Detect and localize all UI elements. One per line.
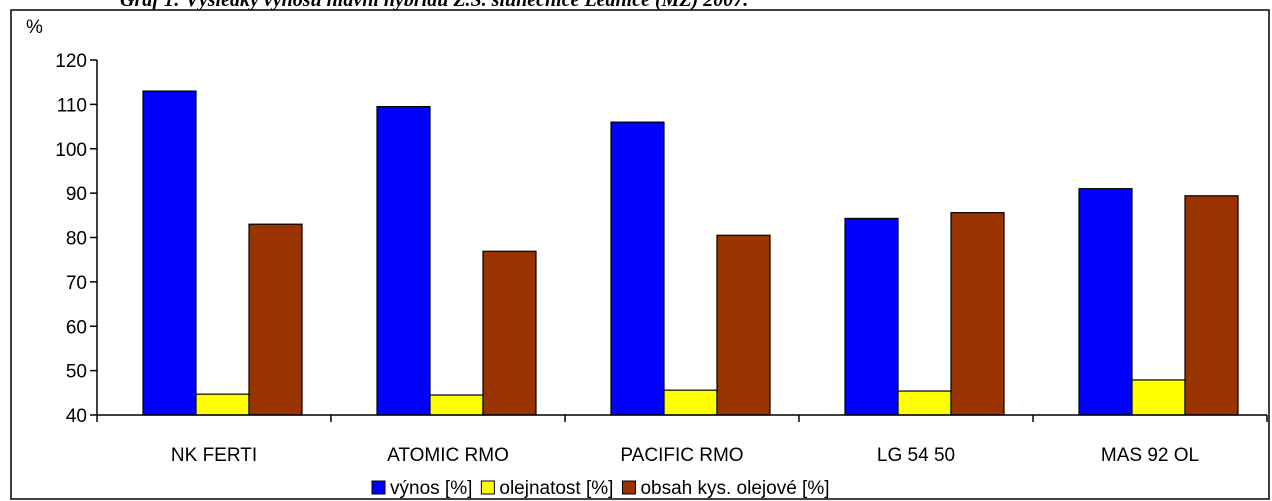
bar-2-2 bbox=[429, 394, 484, 416]
bar-3-3 bbox=[716, 234, 771, 416]
x-tick-label: PACIFIC RMO bbox=[620, 445, 743, 466]
y-tick-label: 80 bbox=[66, 229, 87, 250]
y-tick-label: 60 bbox=[66, 317, 87, 338]
bar-2-3 bbox=[663, 389, 718, 416]
y-tick-label: 100 bbox=[55, 140, 87, 161]
y-tick-label: 70 bbox=[66, 273, 87, 294]
bar-1-3 bbox=[610, 121, 665, 416]
y-tick-label: 50 bbox=[66, 362, 87, 383]
legend: výnos [%] olejnatost [%] obsah kys. olejov… bbox=[371, 478, 830, 499]
x-tick-label: ATOMIC RMO bbox=[387, 445, 509, 466]
bar-1-2 bbox=[376, 105, 431, 416]
bar-3-5 bbox=[1184, 195, 1239, 416]
bar-2-4 bbox=[897, 390, 952, 416]
legend-swatch bbox=[371, 480, 386, 495]
bar-2-1 bbox=[195, 393, 250, 416]
x-tick-label: NK FERTI bbox=[171, 445, 257, 466]
bars bbox=[142, 90, 1239, 416]
y-tick-label: 90 bbox=[66, 184, 87, 205]
bar-3-4 bbox=[950, 212, 1005, 416]
x-tick-label: LG 54 50 bbox=[877, 445, 955, 466]
bar-2-5 bbox=[1131, 379, 1186, 416]
legend-swatch bbox=[621, 480, 636, 495]
bar-3-1 bbox=[248, 223, 303, 416]
bar-1-4 bbox=[844, 217, 899, 416]
x-tick-label: MAS 92 OL bbox=[1101, 445, 1199, 466]
y-tick-label: 110 bbox=[57, 95, 87, 116]
legend-label: obsah kys. olejové [%] bbox=[640, 478, 829, 499]
legend-swatch bbox=[480, 480, 495, 495]
legend-label: výnos [%] bbox=[390, 478, 472, 499]
x-axis: NK FERTI ATOMIC RMO PACIFIC RMO LG 54 50 MAS… bbox=[96, 414, 1268, 466]
bar-1-5 bbox=[1078, 188, 1133, 416]
y-tick-label: 120 bbox=[55, 51, 87, 72]
bar-1-1 bbox=[142, 90, 197, 416]
y-axis: 40 50 60 70 80 90 100 110 120 bbox=[55, 51, 98, 427]
y-axis-label: % bbox=[26, 17, 43, 38]
bar-3-2 bbox=[482, 250, 537, 416]
y-tick-label: 40 bbox=[66, 406, 87, 427]
legend-label: olejnatost [%] bbox=[499, 478, 613, 499]
chart-title: Graf 1: Výsledky výnosů hlavní hybridů Z… bbox=[120, 0, 748, 11]
